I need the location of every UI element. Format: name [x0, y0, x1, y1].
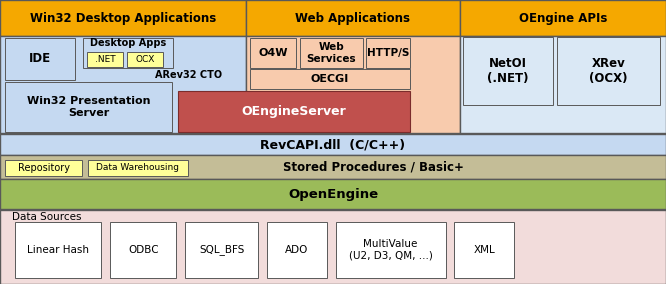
Bar	[460, 0, 666, 36]
Bar	[250, 69, 410, 89]
Bar	[0, 36, 246, 133]
Bar	[5, 38, 75, 80]
Bar	[15, 222, 101, 278]
Text: Web
Services: Web Services	[306, 42, 356, 64]
Bar	[87, 52, 123, 67]
Text: OpenEngine: OpenEngine	[288, 188, 378, 201]
Text: Stored Procedures / Basic+: Stored Procedures / Basic+	[282, 161, 464, 174]
Bar	[454, 222, 514, 278]
Bar	[0, 179, 666, 209]
Text: OCX: OCX	[135, 55, 155, 64]
Text: RevCAPI.dll  (C/C++): RevCAPI.dll (C/C++)	[260, 138, 406, 151]
Text: Desktop Apps: Desktop Apps	[90, 38, 166, 49]
Bar	[178, 91, 410, 132]
Text: Win32 Desktop Applications: Win32 Desktop Applications	[30, 12, 216, 25]
Text: NetOI
(.NET): NetOI (.NET)	[487, 57, 529, 85]
Text: ADO: ADO	[285, 245, 309, 255]
Text: HTTP/S: HTTP/S	[367, 48, 409, 58]
Text: XML: XML	[474, 245, 495, 255]
Bar	[0, 155, 666, 179]
Bar	[300, 38, 363, 68]
Bar	[0, 0, 246, 36]
Bar	[110, 222, 176, 278]
Bar	[463, 37, 553, 105]
Bar	[336, 222, 446, 278]
Text: IDE: IDE	[29, 53, 51, 65]
Text: .NET: .NET	[95, 55, 115, 64]
Bar	[127, 52, 163, 67]
Bar	[88, 160, 188, 176]
Bar	[5, 82, 172, 132]
Text: Win32 Presentation
Server: Win32 Presentation Server	[27, 96, 151, 118]
Bar	[0, 134, 666, 155]
Text: Data Warehousing: Data Warehousing	[97, 163, 179, 172]
Text: Repository: Repository	[17, 163, 70, 173]
Text: Linear Hash: Linear Hash	[27, 245, 89, 255]
Bar	[366, 38, 410, 68]
Text: OEngineServer: OEngineServer	[242, 105, 346, 118]
Bar	[250, 38, 296, 68]
Bar	[0, 210, 666, 284]
Text: ODBC: ODBC	[128, 245, 159, 255]
Text: Data Sources: Data Sources	[12, 212, 81, 222]
Text: O4W: O4W	[258, 48, 288, 58]
Text: MultiValue
(U2, D3, QM, ...): MultiValue (U2, D3, QM, ...)	[349, 239, 432, 261]
Bar	[83, 38, 173, 68]
Bar	[246, 36, 460, 133]
Bar	[557, 37, 660, 105]
Bar	[185, 222, 258, 278]
Text: OEngine APIs: OEngine APIs	[519, 12, 607, 25]
Text: OECGI: OECGI	[310, 74, 349, 84]
Text: XRev
(OCX): XRev (OCX)	[589, 57, 627, 85]
Bar	[460, 36, 666, 133]
Text: Web Applications: Web Applications	[296, 12, 410, 25]
Bar	[267, 222, 327, 278]
Text: ARev32 CTO: ARev32 CTO	[155, 70, 222, 80]
Bar	[5, 160, 82, 176]
Text: SQL_BFS: SQL_BFS	[199, 245, 244, 255]
Bar	[246, 0, 460, 36]
